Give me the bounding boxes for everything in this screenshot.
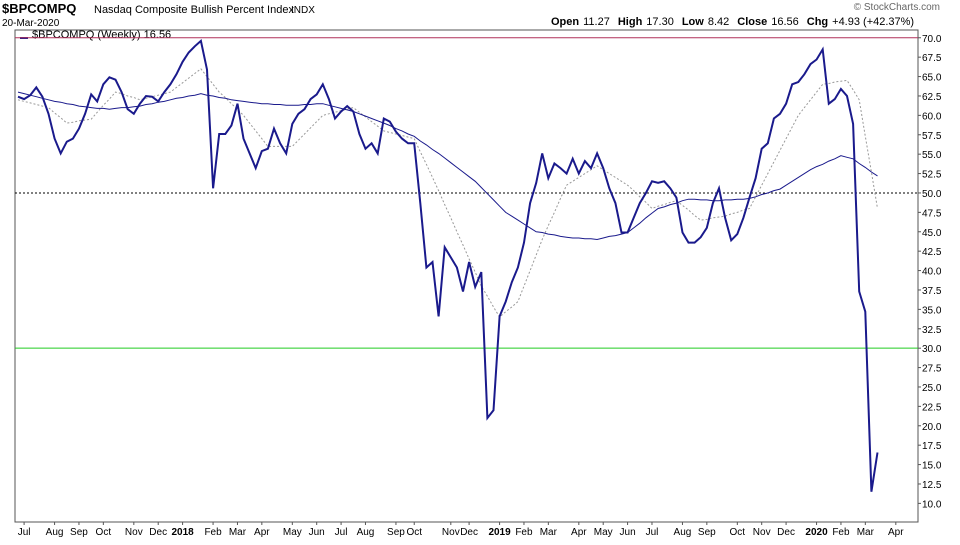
y-tick-label: 12.5 bbox=[922, 480, 942, 491]
y-tick-label: 70.0 bbox=[922, 34, 942, 45]
y-tick-label: 57.5 bbox=[922, 131, 942, 142]
x-tick-label: Oct bbox=[406, 527, 422, 538]
x-tick-label: Jul bbox=[335, 527, 348, 538]
x-tick-label: Aug bbox=[674, 527, 692, 538]
quote-label: Low bbox=[682, 16, 704, 28]
quote-value: 17.30 bbox=[646, 16, 674, 28]
x-tick-label: Nov bbox=[753, 527, 771, 538]
x-tick-label: Oct bbox=[730, 527, 746, 538]
x-tick-label: Mar bbox=[229, 527, 247, 538]
y-tick-label: 52.5 bbox=[922, 170, 942, 181]
y-tick-label: 27.5 bbox=[922, 364, 942, 375]
exchange: INDX bbox=[291, 5, 315, 16]
x-tick-label: May bbox=[594, 527, 613, 538]
y-tick-label: 50.0 bbox=[922, 189, 942, 200]
y-tick-label: 67.5 bbox=[922, 53, 942, 64]
quote-label: Close bbox=[737, 16, 767, 28]
x-tick-label: Apr bbox=[254, 527, 270, 538]
x-tick-label: Aug bbox=[46, 527, 64, 538]
y-tick-label: 65.0 bbox=[922, 73, 942, 84]
y-tick-label: 30.0 bbox=[922, 344, 942, 355]
x-tick-label: Nov bbox=[442, 527, 460, 538]
x-tick-label: Feb bbox=[204, 527, 222, 538]
y-tick-label: 17.5 bbox=[922, 441, 942, 452]
x-tick-label: Apr bbox=[888, 527, 904, 538]
chart-title: Nasdaq Composite Bullish Percent Index bbox=[94, 4, 294, 16]
x-tick-label: Mar bbox=[857, 527, 875, 538]
x-tick-label: 2020 bbox=[805, 527, 828, 538]
y-tick-label: 47.5 bbox=[922, 208, 942, 219]
x-tick-label: 2018 bbox=[171, 527, 194, 538]
y-tick-label: 37.5 bbox=[922, 286, 942, 297]
quote-value: 16.56 bbox=[771, 16, 799, 28]
quote-label: Open bbox=[551, 16, 579, 28]
y-tick-label: 25.0 bbox=[922, 383, 942, 394]
y-tick-label: 45.0 bbox=[922, 228, 942, 239]
x-tick-label: Sep bbox=[698, 527, 716, 538]
x-tick-label: Jul bbox=[646, 527, 659, 538]
x-tick-label: Dec bbox=[777, 527, 795, 538]
y-tick-label: 42.5 bbox=[922, 247, 942, 258]
quote-value: 11.27 bbox=[583, 16, 610, 28]
x-tick-label: Dec bbox=[460, 527, 478, 538]
plot-frame bbox=[14, 29, 919, 523]
x-tick-label: Nov bbox=[125, 527, 143, 538]
quote-value: 8.42 bbox=[708, 16, 729, 28]
y-tick-label: 10.0 bbox=[922, 499, 942, 510]
x-tick-label: May bbox=[283, 527, 302, 538]
y-tick-label: 40.0 bbox=[922, 267, 942, 278]
y-tick-label: 15.0 bbox=[922, 461, 942, 472]
x-tick-label: Sep bbox=[387, 527, 405, 538]
x-tick-label: Dec bbox=[149, 527, 167, 538]
x-tick-label: Mar bbox=[540, 527, 558, 538]
quote-label: High bbox=[618, 16, 643, 28]
x-tick-label: Jun bbox=[309, 527, 325, 538]
x-tick-label: 2019 bbox=[488, 527, 511, 538]
series-line bbox=[17, 39, 879, 492]
y-tick-label: 32.5 bbox=[922, 325, 942, 336]
symbol: $BPCOMPQ bbox=[2, 1, 76, 16]
x-tick-label: Jul bbox=[18, 527, 31, 538]
series-line bbox=[17, 68, 878, 318]
y-tick-label: 55.0 bbox=[922, 150, 942, 161]
y-tick-label: 62.5 bbox=[922, 92, 942, 103]
quote-value: +4.93 (+42.37%) bbox=[832, 16, 914, 28]
credit: © StockCharts.com bbox=[854, 2, 940, 13]
y-tick-label: 35.0 bbox=[922, 305, 942, 316]
x-tick-label: Sep bbox=[70, 527, 88, 538]
date: 20-Mar-2020 bbox=[2, 18, 60, 29]
y-tick-label: 20.0 bbox=[922, 422, 942, 433]
legend-label: $BPCOMPQ (Weekly) 16.56 bbox=[32, 29, 171, 41]
x-tick-label: Feb bbox=[832, 527, 850, 538]
x-tick-label: Apr bbox=[571, 527, 587, 538]
y-tick-label: 60.0 bbox=[922, 111, 942, 122]
y-tick-label: 22.5 bbox=[922, 402, 942, 413]
x-tick-label: Feb bbox=[515, 527, 533, 538]
quote: Open 11.27 High 17.30 Low 8.42 Close 16.56 Chg +4… bbox=[551, 16, 914, 28]
quote-label: Chg bbox=[807, 16, 828, 28]
series-line bbox=[17, 91, 878, 241]
x-tick-label: Aug bbox=[357, 527, 375, 538]
x-tick-label: Jun bbox=[620, 527, 636, 538]
x-tick-label: Oct bbox=[96, 527, 112, 538]
